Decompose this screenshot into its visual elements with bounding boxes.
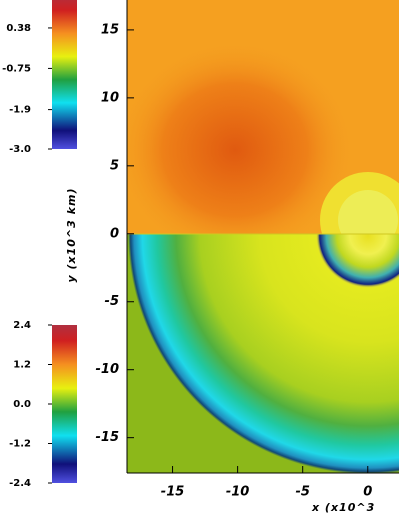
colorbar-tick-label: 1.2 [13,360,31,371]
y-tick-label: 5 [110,158,119,173]
colorbar-tick-label: 0.0 [13,399,31,410]
x-axis-label: x (x10^3 [311,501,375,514]
y-tick-label: 15 [101,22,119,37]
x-tick-label: -5 [295,485,309,500]
colorbar-1 [52,0,77,149]
x-tick-label: -15 [161,485,185,500]
x-tick-label: 0 [363,485,372,500]
y-tick-label: -5 [105,294,119,309]
y-axis-label: y (x10^3 km) [65,188,78,283]
colorbar-tick-label: 2.4 [13,320,31,331]
colorbar-tick-label: 0.38 [6,23,31,34]
colorbar-tick-label: -1.2 [9,439,31,450]
x-tick-label: -10 [226,485,250,500]
colorbar-2 [52,325,77,483]
colorbar-tick-label: -1.9 [9,105,31,116]
y-tick-label: 0 [110,226,119,241]
colorbar-tick-label: -3.0 [9,144,31,155]
y-tick-label: -15 [96,430,120,445]
colorbar-tick-label: -0.75 [2,63,31,74]
colorbar-tick-label: -2.4 [9,478,31,489]
y-tick-label: -10 [96,362,120,377]
field [127,0,399,473]
y-tick-label: 10 [101,90,119,105]
